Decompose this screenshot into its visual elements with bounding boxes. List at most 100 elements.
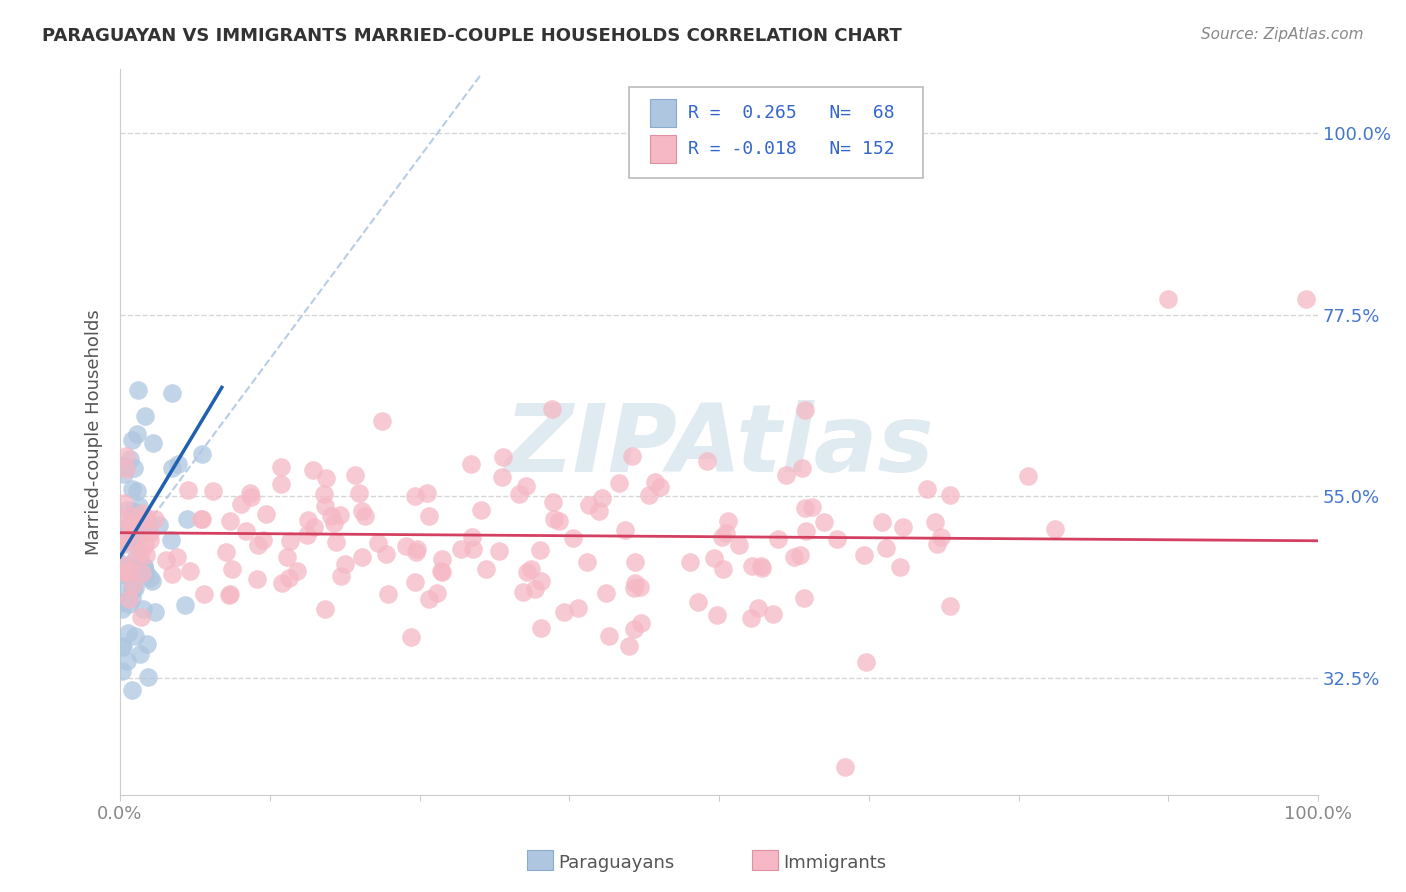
Point: [117, 568, 139, 582]
Text: R =  0.265   N=  68: R = 0.265 N= 68: [688, 103, 894, 122]
Point: [121, 584, 143, 599]
Point: [148, 517, 170, 532]
Point: [875, 541, 897, 555]
Point: [825, 532, 848, 546]
Point: [176, 512, 198, 526]
Point: [135, 548, 157, 562]
Point: [530, 574, 553, 588]
Point: [122, 581, 145, 595]
Point: [160, 533, 183, 548]
Point: [508, 487, 530, 501]
Point: [404, 489, 426, 503]
Point: [111, 664, 134, 678]
Point: [322, 516, 344, 530]
Point: [762, 607, 785, 622]
Point: [460, 457, 482, 471]
Point: [766, 532, 789, 546]
Point: [543, 511, 565, 525]
Point: [562, 531, 585, 545]
Y-axis label: Married-couple Households: Married-couple Households: [86, 309, 103, 555]
Point: [367, 536, 389, 550]
Point: [166, 550, 188, 565]
Point: [124, 534, 146, 549]
Point: [630, 615, 652, 630]
Point: [125, 529, 148, 543]
Point: [343, 468, 366, 483]
Point: [588, 504, 610, 518]
Point: [619, 639, 641, 653]
Point: [118, 591, 141, 606]
Point: [595, 586, 617, 600]
Point: [115, 503, 138, 517]
Point: [620, 450, 643, 464]
Point: [141, 574, 163, 588]
Point: [131, 566, 153, 580]
Point: [120, 524, 142, 538]
Point: [516, 566, 538, 580]
Point: [127, 516, 149, 531]
Point: [740, 611, 762, 625]
Point: [567, 601, 589, 615]
Point: [129, 545, 152, 559]
Point: [155, 553, 177, 567]
Bar: [650, 99, 676, 127]
Point: [121, 434, 143, 448]
Point: [246, 538, 269, 552]
Point: [129, 647, 152, 661]
Point: [134, 558, 156, 573]
Point: [929, 530, 952, 544]
Point: [711, 562, 734, 576]
Point: [297, 513, 319, 527]
Point: [315, 471, 337, 485]
Point: [111, 533, 134, 547]
Point: [118, 521, 141, 535]
Point: [125, 566, 148, 580]
Point: [470, 503, 492, 517]
Point: [775, 468, 797, 483]
Point: [891, 520, 914, 534]
Point: [1295, 292, 1317, 306]
Point: [112, 512, 135, 526]
Point: [131, 506, 153, 520]
Point: [644, 475, 666, 489]
Point: [252, 533, 274, 547]
Point: [520, 562, 543, 576]
Point: [132, 602, 155, 616]
Point: [541, 402, 564, 417]
Point: [404, 574, 426, 589]
Point: [114, 537, 136, 551]
Point: [333, 558, 356, 572]
Point: [118, 534, 141, 549]
Point: [706, 607, 728, 622]
Point: [127, 484, 149, 499]
Bar: [650, 136, 676, 163]
Point: [794, 500, 817, 515]
Point: [221, 562, 243, 576]
Point: [450, 542, 472, 557]
Point: [679, 555, 702, 569]
Point: [121, 591, 143, 606]
Point: [115, 654, 138, 668]
Point: [430, 565, 453, 579]
Point: [747, 600, 769, 615]
Point: [800, 500, 823, 514]
Text: Source: ZipAtlas.com: Source: ZipAtlas.com: [1201, 27, 1364, 42]
Point: [239, 490, 262, 504]
Point: [578, 499, 600, 513]
Point: [136, 637, 159, 651]
Point: [430, 565, 453, 579]
Point: [215, 544, 238, 558]
Point: [124, 505, 146, 519]
Point: [325, 535, 347, 549]
Point: [371, 414, 394, 428]
Point: [915, 482, 938, 496]
Point: [512, 585, 534, 599]
Point: [813, 516, 835, 530]
Text: Paraguayans: Paraguayans: [558, 854, 675, 871]
Point: [406, 541, 429, 556]
Point: [870, 515, 893, 529]
Point: [515, 478, 537, 492]
Point: [834, 760, 856, 774]
FancyBboxPatch shape: [630, 87, 922, 178]
Point: [889, 560, 911, 574]
